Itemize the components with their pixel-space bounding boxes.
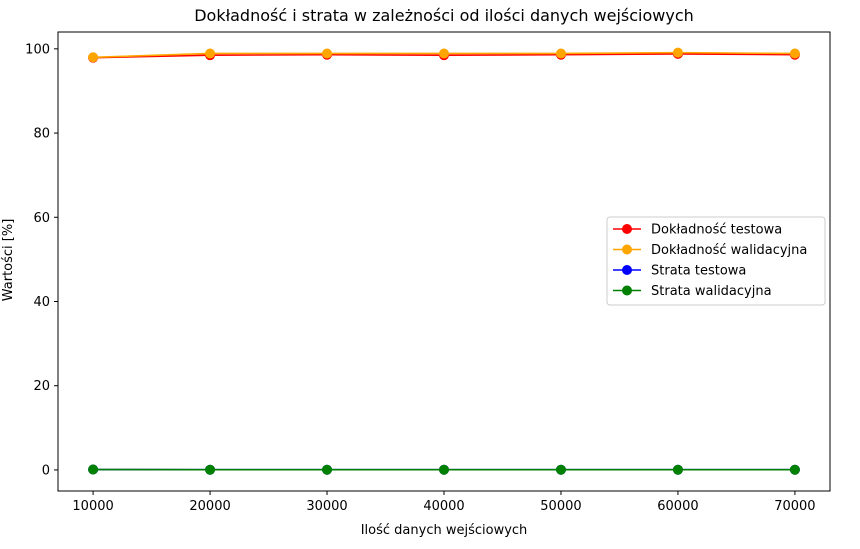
x-tick-label-0: 10000 <box>72 499 113 514</box>
legend-marker-0 <box>622 224 632 234</box>
chart-title: Dokładność i strata w zależności od iloś… <box>194 6 694 25</box>
legend-label-2: Strata testowa <box>651 264 746 279</box>
x-tick-label-4: 50000 <box>540 499 581 514</box>
data-point-s3-4 <box>555 464 566 475</box>
legend-label-3: Strata walidacyjna <box>651 284 772 299</box>
data-point-s1-5 <box>672 47 683 58</box>
legend-marker-3 <box>622 285 632 296</box>
x-axis-label: Ilość danych wejściowych <box>361 523 528 538</box>
legend-marker-2 <box>622 265 632 275</box>
legend-label-1: Dokładność walidacyjna <box>651 243 807 258</box>
y-axis-label: Wartości [%] <box>1 219 16 302</box>
x-tick-label-5: 60000 <box>657 499 698 514</box>
y-tick-label-5: 100 <box>25 42 50 57</box>
data-point-s1-0 <box>88 52 99 63</box>
y-tick-label-1: 20 <box>33 379 50 394</box>
data-point-s3-5 <box>672 464 683 475</box>
y-tick-label-2: 40 <box>33 295 50 310</box>
data-point-s1-2 <box>322 48 333 59</box>
data-point-s1-4 <box>555 48 566 59</box>
data-point-s3-6 <box>789 464 800 475</box>
y-tick-label-4: 80 <box>33 127 50 142</box>
legend-box <box>606 216 826 306</box>
x-tick-label-3: 40000 <box>423 499 464 514</box>
data-point-s1-3 <box>439 48 449 59</box>
y-tick-label-3: 60 <box>33 211 50 226</box>
data-point-s1-1 <box>205 48 216 59</box>
legend: Dokładność testowa Dokładność walidacyjna… <box>606 216 826 306</box>
data-point-s3-3 <box>439 464 449 475</box>
x-tick-label-1: 20000 <box>189 499 230 514</box>
legend-label-0: Dokładność testowa <box>651 223 782 238</box>
data-point-s3-1 <box>205 464 216 475</box>
data-point-s3-0 <box>88 464 99 475</box>
x-tick-label-6: 70000 <box>774 499 815 514</box>
plot-area: 10000 20000 30000 40000 50000 60000 70000 0 20 40… <box>25 31 831 514</box>
data-point-s3-2 <box>322 464 333 475</box>
data-point-s1-6 <box>789 48 800 59</box>
x-tick-label-2: 30000 <box>306 499 347 514</box>
legend-marker-1 <box>622 244 632 255</box>
y-tick-label-0: 0 <box>42 463 50 478</box>
